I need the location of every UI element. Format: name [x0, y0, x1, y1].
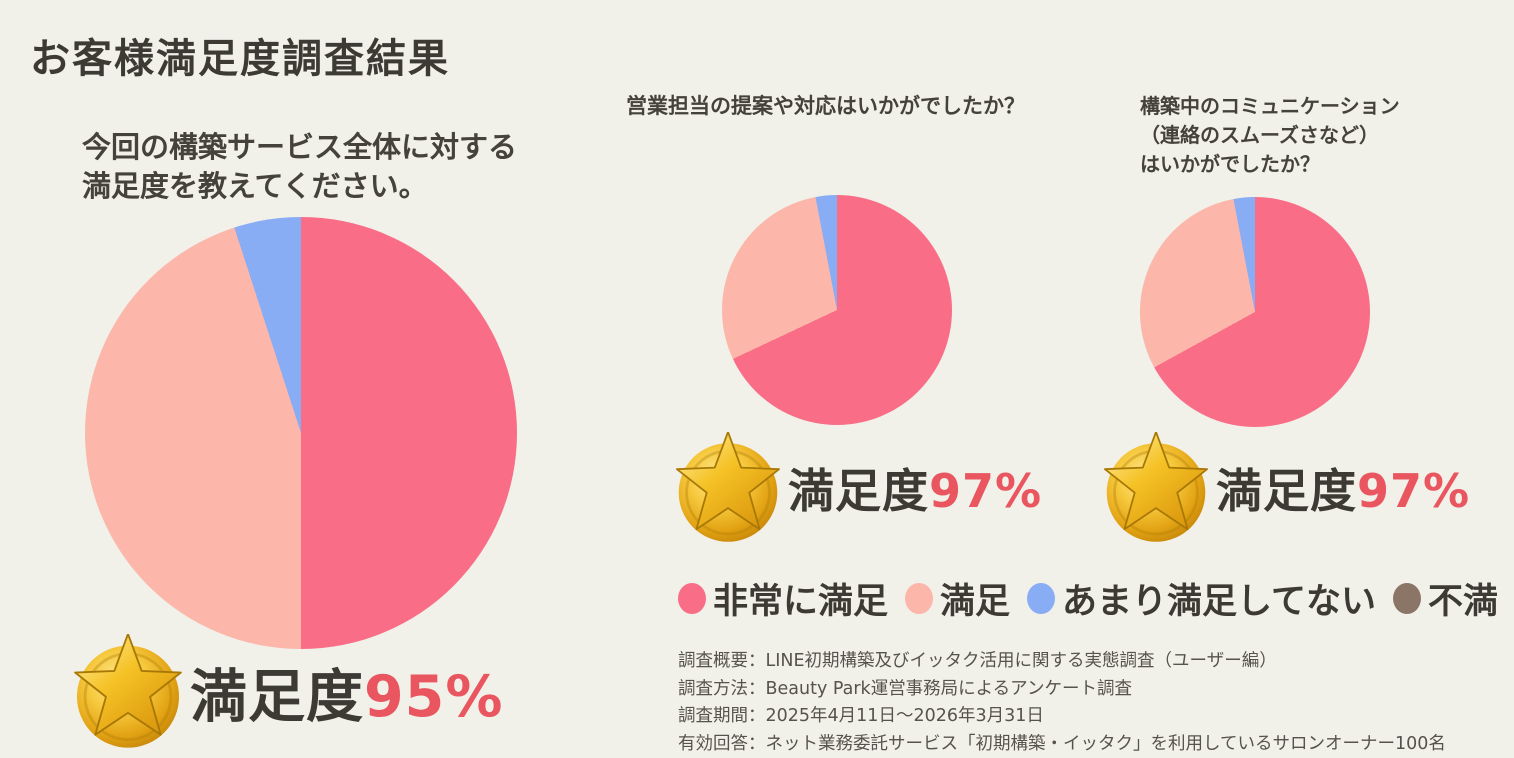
legend-item-not-very-satisfied: あまり満足してない — [1027, 573, 1376, 624]
legend-dot-not-very-satisfied-icon — [1027, 583, 1055, 614]
page-title: お客様満足度調査結果 — [30, 26, 450, 84]
question-communication-line3: はいかがでしたか？ — [1140, 150, 1400, 179]
legend-dot-satisfied-icon — [905, 583, 933, 614]
legend-item-dissatisfied: 不満 — [1393, 573, 1498, 624]
legend-dot-very-satisfied-icon — [678, 583, 706, 614]
question-sales-line1: 営業担当の提案や対応はいかがでしたか？ — [626, 92, 1025, 120]
legend-label: 不満 — [1428, 573, 1498, 624]
badge-value-percent: 95% — [364, 664, 503, 730]
question-communication-line1: 構築中のコミュニケーション — [1140, 92, 1400, 121]
question-communication-line2: （連絡のスムーズさなど） — [1140, 121, 1400, 150]
badge-text: 満足度95% — [190, 651, 503, 733]
survey-note-method: 調査方法：Beauty Park運営事務局によるアンケート調査 — [678, 676, 1446, 704]
badge-value-percent: 97% — [1357, 464, 1470, 518]
survey-notes: 調査概要：LINE初期構築及びイッタク活用に関する実態調査（ユーザー編） 調査方… — [678, 648, 1446, 758]
legend-label: 非常に満足 — [713, 573, 888, 624]
question-overall: 今回の構築サービス全体に対する 満足度を教えてください。 — [82, 128, 517, 206]
survey-note-period: 調査期間：2025年4月11日～2026年3月31日 — [678, 703, 1446, 731]
legend-dot-dissatisfied-icon — [1393, 583, 1421, 614]
legend-label: 満足 — [940, 573, 1010, 624]
satisfaction-badge-overall: 満足度95% — [70, 634, 503, 750]
survey-note-overview: 調査概要：LINE初期構築及びイッタク活用に関する実態調査（ユーザー編） — [678, 648, 1446, 676]
legend-item-satisfied: 満足 — [905, 573, 1010, 624]
question-overall-line2: 満足度を教えてください。 — [82, 167, 517, 206]
satisfaction-badge-sales: 満足度97% — [672, 431, 1042, 545]
pie-chart-communication — [1140, 197, 1370, 427]
question-sales: 営業担当の提案や対応はいかがでしたか？ — [626, 92, 1025, 120]
gold-star-medal-icon — [672, 432, 784, 544]
badge-label: 満足度 — [788, 464, 929, 518]
badge-label: 満足度 — [1216, 464, 1357, 518]
legend: 非常に満足 満足 あまり満足してない 不満 — [678, 573, 1498, 624]
question-communication: 構築中のコミュニケーション （連絡のスムーズさなど） はいかがでしたか？ — [1140, 92, 1400, 179]
legend-label: あまり満足してない — [1062, 573, 1376, 624]
survey-note-respondents: 有効回答：ネット業務委託サービス「初期構築・イッタク」を利用しているサロンオーナ… — [678, 731, 1446, 758]
pie-chart-sales — [722, 195, 952, 425]
gold-star-medal-icon — [70, 634, 186, 750]
badge-value-percent: 97% — [929, 464, 1042, 518]
badge-label: 満足度 — [190, 664, 364, 730]
pie-chart-overall — [85, 217, 517, 649]
badge-text: 満足度97% — [1216, 455, 1470, 521]
legend-item-very-satisfied: 非常に満足 — [678, 573, 888, 624]
question-overall-line1: 今回の構築サービス全体に対する — [82, 128, 517, 167]
gold-star-medal-icon — [1100, 432, 1212, 544]
satisfaction-badge-communication: 満足度97% — [1100, 431, 1470, 545]
badge-text: 満足度97% — [788, 455, 1042, 521]
